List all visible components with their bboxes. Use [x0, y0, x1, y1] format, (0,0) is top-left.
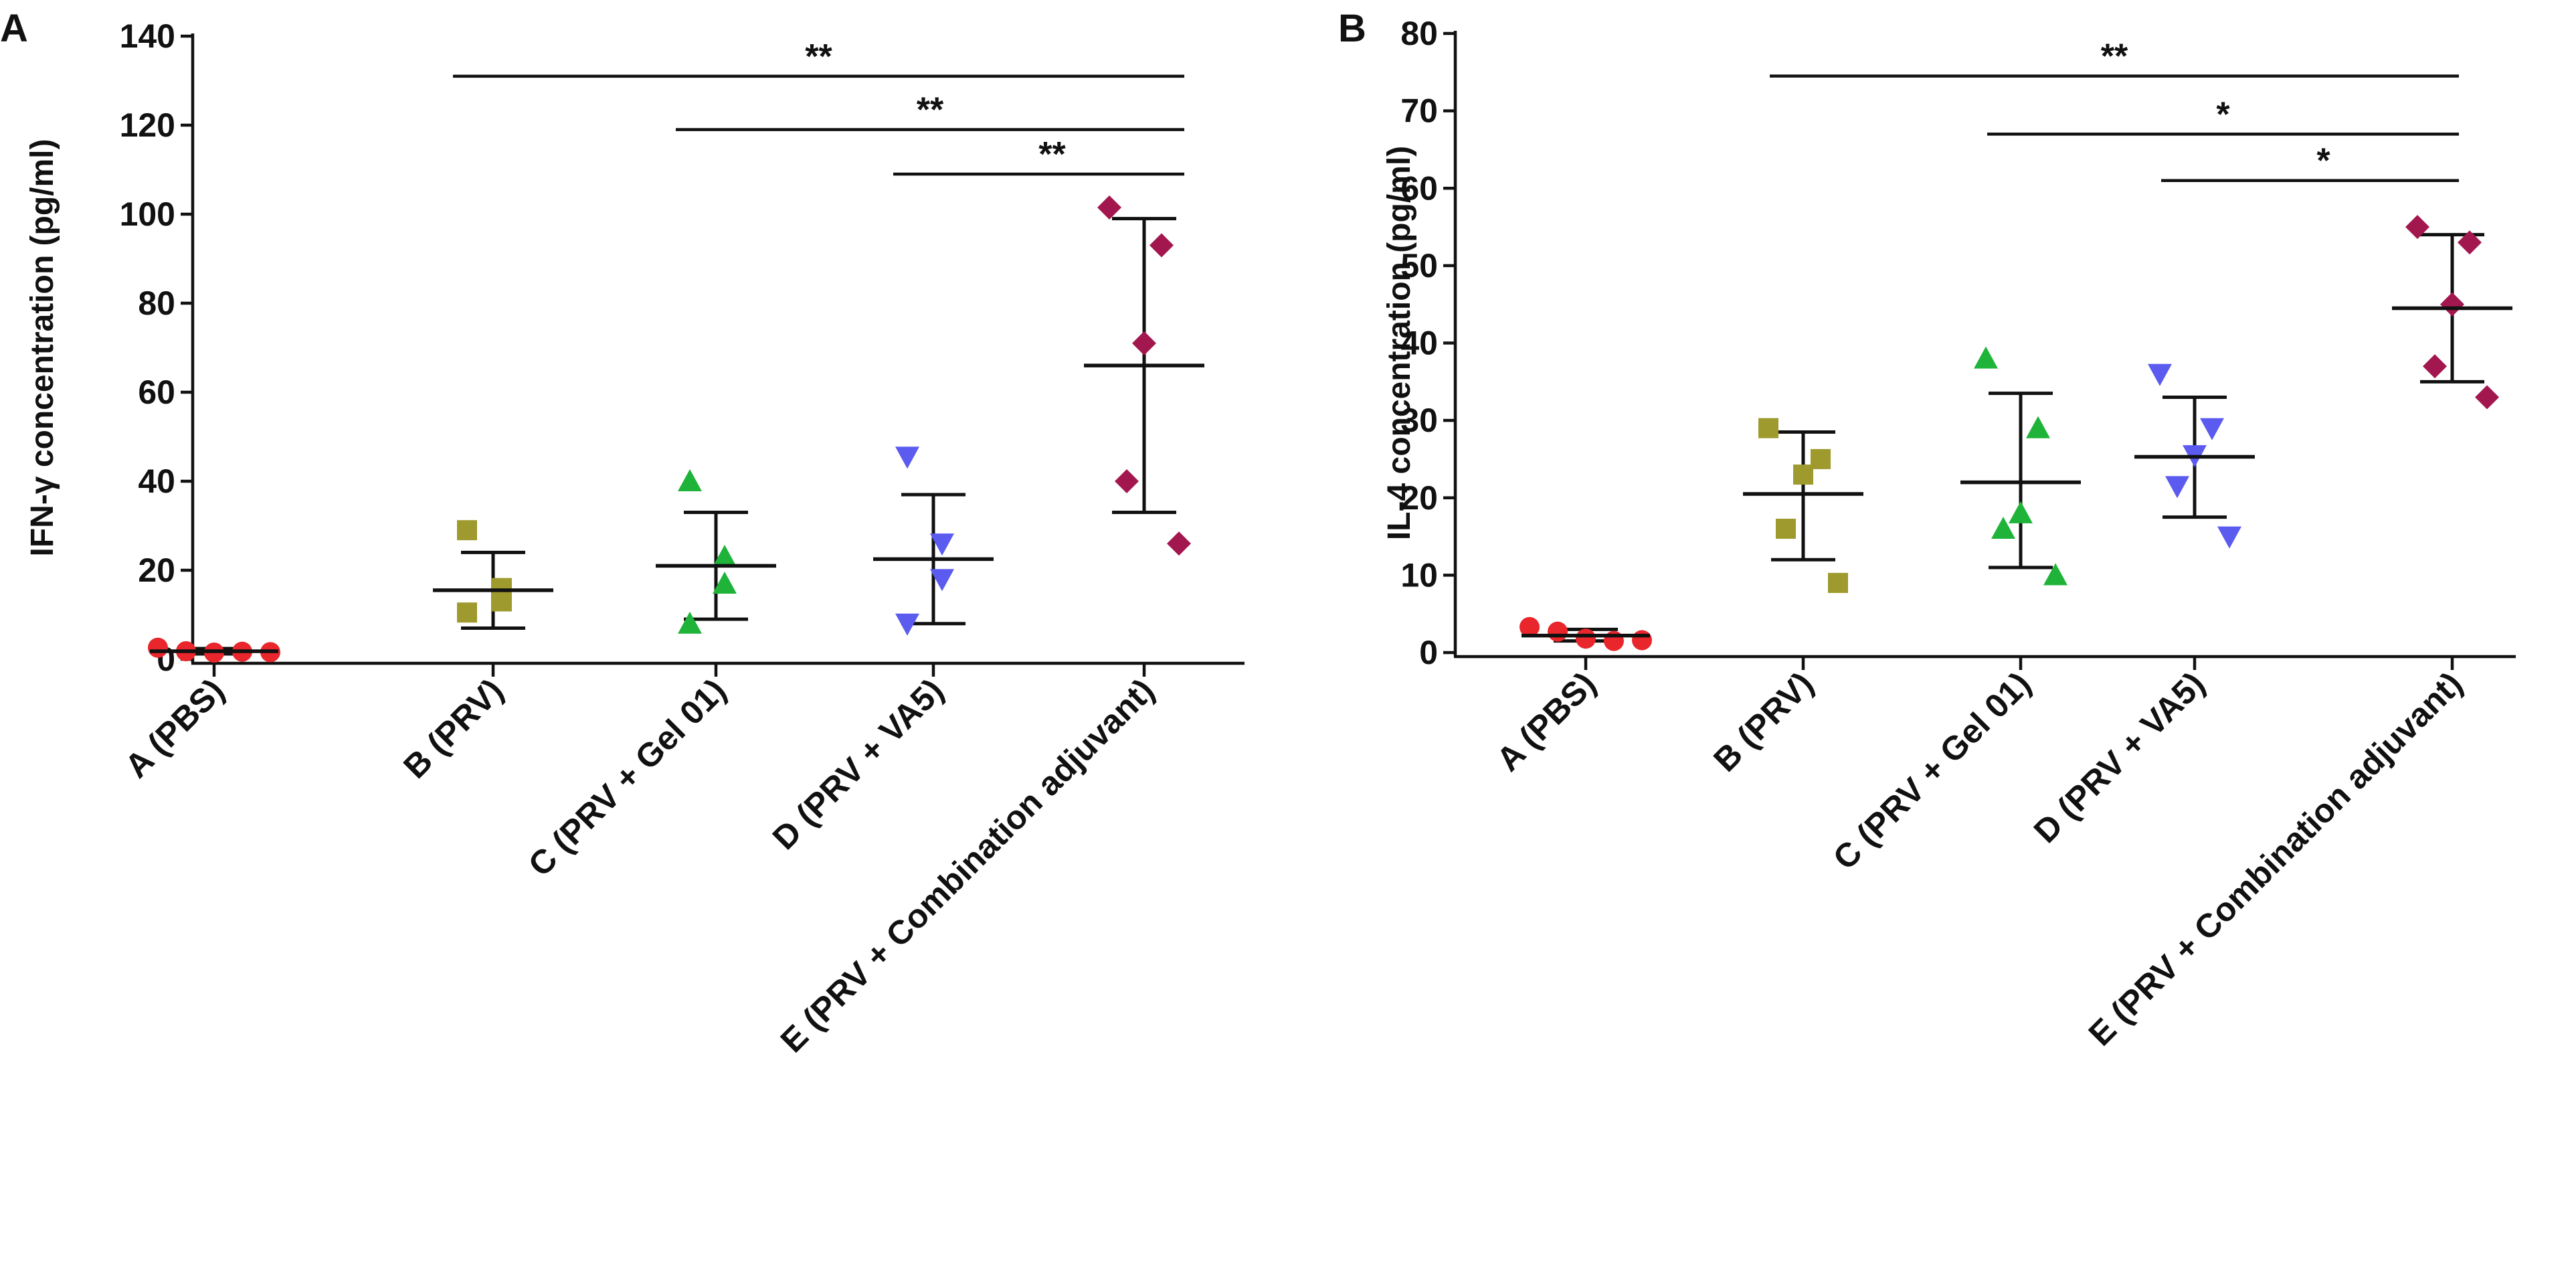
- data-point: [2458, 230, 2482, 255]
- y-axis-label: IL-4 concentration (pg/ml): [1382, 146, 1417, 540]
- significance-label: **: [1038, 135, 1066, 174]
- y-axis-label: IFN-γ concentration (pg/ml): [25, 139, 60, 557]
- data-point: [2009, 501, 2033, 523]
- series-2: [433, 520, 553, 630]
- data-point: [1828, 572, 1848, 593]
- y-tick-label: 60: [138, 373, 175, 411]
- data-point: [895, 613, 919, 636]
- data-point: [2217, 526, 2241, 549]
- series-1: [148, 637, 280, 663]
- data-point: [1758, 418, 1778, 438]
- y-tick-label: 100: [120, 195, 175, 233]
- panel-label: A: [0, 7, 28, 50]
- data-point: [1149, 233, 1174, 258]
- data-point: [457, 520, 477, 541]
- y-tick-label: 80: [138, 284, 175, 322]
- data-point: [713, 545, 737, 568]
- significance-label: *: [2316, 142, 2330, 181]
- data-point: [1520, 616, 1540, 637]
- x-tick-label: D (PRV + VA5): [2027, 665, 2212, 850]
- data-point: [2043, 563, 2067, 586]
- data-point: [1793, 464, 1813, 485]
- y-tick-label: 120: [120, 106, 175, 144]
- data-point: [1811, 448, 1831, 469]
- data-point: [1115, 469, 1139, 493]
- data-point: [2165, 476, 2189, 499]
- data-point: [1576, 628, 1596, 649]
- significance-label: **: [2101, 37, 2128, 76]
- data-point: [2423, 354, 2447, 379]
- panel-label: B: [1338, 7, 1366, 50]
- data-point: [1167, 531, 1191, 556]
- data-point: [930, 533, 954, 556]
- y-tick-label: 30: [1400, 402, 1438, 439]
- data-point: [2405, 215, 2429, 240]
- series-2: [1743, 418, 1863, 593]
- significance-label: **: [805, 37, 832, 76]
- data-point: [1776, 519, 1796, 539]
- series-3: [1960, 346, 2081, 586]
- data-point: [2148, 363, 2172, 386]
- y-tick-label: 20: [138, 552, 175, 589]
- x-tick-label: C (PRV + Gel 01): [1826, 665, 2038, 877]
- data-point: [1632, 630, 1652, 651]
- data-point: [457, 602, 477, 623]
- y-tick-label: 70: [1400, 92, 1438, 130]
- series-5: [1084, 195, 1204, 556]
- data-point: [1974, 346, 1998, 369]
- series-4: [873, 446, 994, 636]
- series-4: [2134, 363, 2255, 549]
- data-point: [1991, 517, 2015, 539]
- x-tick-label: A (PBS): [1489, 665, 1603, 778]
- data-point: [148, 637, 168, 658]
- x-tick-label: A (PBS): [118, 671, 232, 785]
- significance-label: **: [917, 91, 944, 130]
- series-5: [2392, 215, 2512, 410]
- data-point: [678, 611, 702, 634]
- x-tick-label: B (PRV): [1706, 665, 1821, 779]
- x-tick-label: E (PRV + Combination adjuvant): [773, 671, 1162, 1060]
- data-point: [1548, 621, 1568, 642]
- series-1: [1520, 616, 1652, 651]
- data-point: [2475, 385, 2499, 410]
- data-point: [930, 569, 954, 592]
- y-tick-label: 80: [1400, 15, 1438, 52]
- data-point: [2026, 416, 2050, 438]
- panel-b: B 0 10 20 30 40 50 60 70 80 IL-4 concentration (pg…: [1338, 7, 2516, 1053]
- data-point: [492, 591, 512, 612]
- x-tick-label: D (PRV + VA5): [765, 671, 951, 857]
- data-point: [895, 446, 919, 469]
- x-tick-label: C (PRV + Gel 01): [521, 671, 733, 883]
- y-tick-label: 20: [1400, 479, 1438, 517]
- data-point: [713, 571, 737, 594]
- significance-label: *: [2216, 95, 2230, 134]
- x-tick-label: B (PRV): [396, 671, 511, 786]
- y-tick-label: 10: [1400, 556, 1438, 594]
- y-tick-label: 60: [1400, 169, 1438, 207]
- data-point: [2200, 418, 2224, 440]
- y-tick-label: 0: [1419, 634, 1438, 671]
- data-point: [1097, 195, 1121, 220]
- y-tick-label: 50: [1400, 247, 1438, 284]
- series-3: [656, 469, 776, 634]
- data-point: [1132, 331, 1156, 355]
- y-tick-label: 40: [1400, 325, 1438, 362]
- data-point: [678, 469, 702, 491]
- data-point: [2440, 292, 2464, 317]
- y-tick-label: 140: [120, 17, 175, 55]
- y-tick-label: 40: [138, 462, 175, 500]
